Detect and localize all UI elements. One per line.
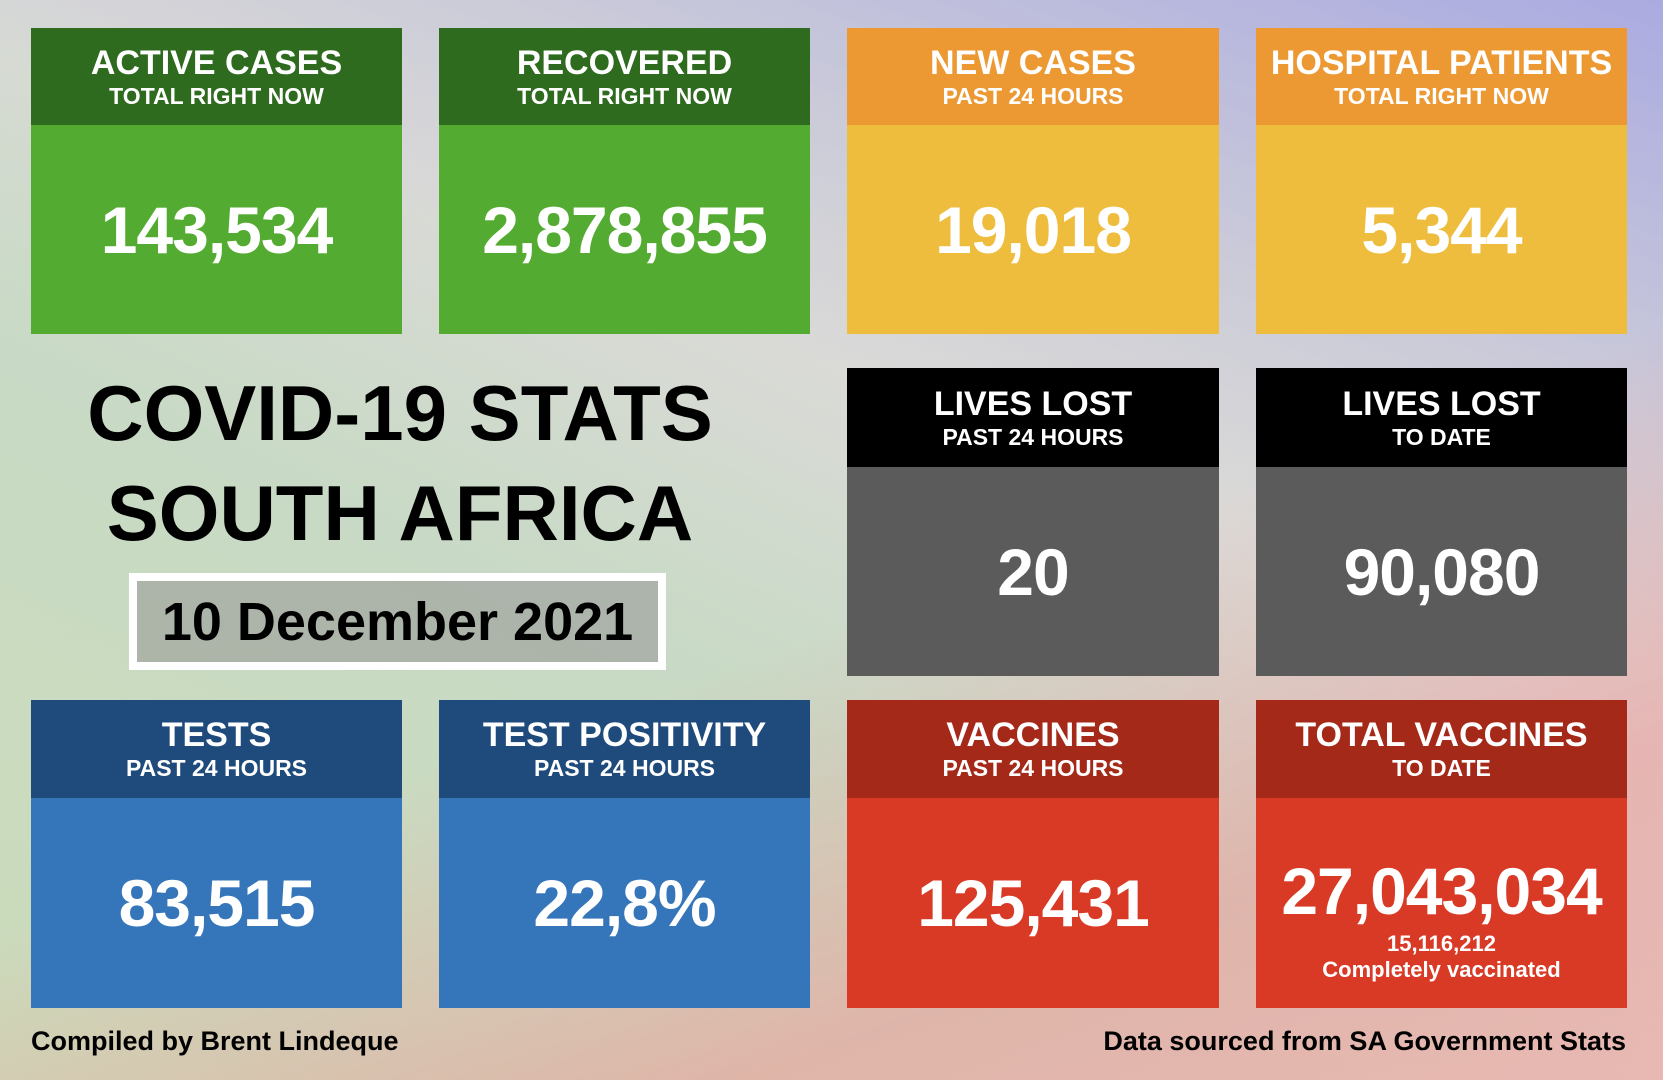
card-header: ACTIVE CASES TOTAL RIGHT NOW [31,28,402,125]
card-subtitle: PAST 24 HOURS [125,755,308,781]
card-title: HOSPITAL PATIENTS [1270,43,1613,82]
card-lives-lost-24h: LIVES LOST PAST 24 HOURS 20 [847,368,1219,676]
card-extra-value: 15,116,212 [1387,931,1496,956]
card-value: 143,534 [100,192,334,267]
footer-credit: Compiled by Brent Lindeque [31,1026,399,1056]
card-title: TESTS [161,716,272,754]
card-value: 20 [997,534,1069,609]
card-subtitle: TO DATE [1392,755,1491,781]
card-header: TEST POSITIVITY PAST 24 HOURS [439,700,810,798]
card-extra-label: Completely vaccinated [1322,957,1561,982]
card-value: 90,080 [1343,534,1541,609]
card-header: HOSPITAL PATIENTS TOTAL RIGHT NOW [1256,28,1627,125]
card-total-vaccines: TOTAL VACCINES TO DATE 27,043,034 15,116,21… [1256,700,1627,1008]
card-title: TEST POSITIVITY [482,716,767,754]
card-title: NEW CASES [930,43,1136,82]
card-recovered: RECOVERED TOTAL RIGHT NOW 2,878,855 [439,28,810,334]
card-hospital-patients: HOSPITAL PATIENTS TOTAL RIGHT NOW 5,344 [1256,28,1627,334]
date-label: 10 December 2021 [161,591,634,652]
card-body: 90,080 [1256,467,1627,676]
card-value: 27,043,034 [1281,854,1602,928]
card-subtitle: PAST 24 HOURS [942,82,1124,109]
card-title: VACCINES [946,716,1120,754]
card-value: 22,8% [533,866,716,940]
card-title: RECOVERED [516,43,733,82]
card-active-cases: ACTIVE CASES TOTAL RIGHT NOW 143,534 [31,28,402,334]
card-body: 5,344 [1256,125,1627,334]
footer-source: Data sourced from SA Government Stats [1103,1026,1626,1056]
card-value: 19,018 [935,192,1132,267]
card-title: TOTAL VACCINES [1295,716,1588,754]
card-subtitle: PAST 24 HOURS [942,755,1124,781]
card-body: 27,043,034 15,116,212 Completely vaccinate… [1256,798,1627,1008]
card-header: LIVES LOST TO DATE [1256,368,1627,467]
card-body: 22,8% [439,798,810,1008]
card-subtitle: PAST 24 HOURS [533,755,716,781]
card-header: VACCINES PAST 24 HOURS [847,700,1219,798]
card-new-cases: NEW CASES PAST 24 HOURS 19,018 [847,28,1219,334]
card-body: 20 [847,467,1219,676]
card-header: RECOVERED TOTAL RIGHT NOW [439,28,810,125]
page-title-line1: COVID-19 STATS [87,369,713,457]
card-subtitle: TO DATE [1392,423,1491,450]
card-value: 125,431 [917,866,1150,940]
card-vaccines-24h: VACCINES PAST 24 HOURS 125,431 [847,700,1219,1008]
card-title: LIVES LOST [1342,384,1541,423]
card-value: 5,344 [1361,192,1522,267]
card-header: TOTAL VACCINES TO DATE [1256,700,1627,798]
card-body: 19,018 [847,125,1219,334]
card-title: LIVES LOST [933,384,1133,423]
card-body: 83,515 [31,798,402,1008]
card-header: NEW CASES PAST 24 HOURS [847,28,1219,125]
card-header: TESTS PAST 24 HOURS [31,700,402,798]
date-box: 10 December 2021 [129,573,666,670]
card-subtitle: TOTAL RIGHT NOW [1334,82,1549,109]
card-body: 125,431 [847,798,1219,1008]
card-subtitle: PAST 24 HOURS [942,423,1124,450]
card-value: 2,878,855 [482,192,768,267]
card-value: 83,515 [118,866,316,940]
page-title-line2: SOUTH AFRICA [106,469,694,557]
card-tests: TESTS PAST 24 HOURS 83,515 [31,700,402,1008]
card-body: 143,534 [31,125,402,334]
card-test-positivity: TEST POSITIVITY PAST 24 HOURS 22,8% [439,700,810,1008]
card-title: ACTIVE CASES [90,43,343,82]
card-lives-lost-to-date: LIVES LOST TO DATE 90,080 [1256,368,1627,676]
card-subtitle: TOTAL RIGHT NOW [517,82,732,109]
card-subtitle: TOTAL RIGHT NOW [109,82,324,109]
card-body: 2,878,855 [439,125,810,334]
card-header: LIVES LOST PAST 24 HOURS [847,368,1219,467]
